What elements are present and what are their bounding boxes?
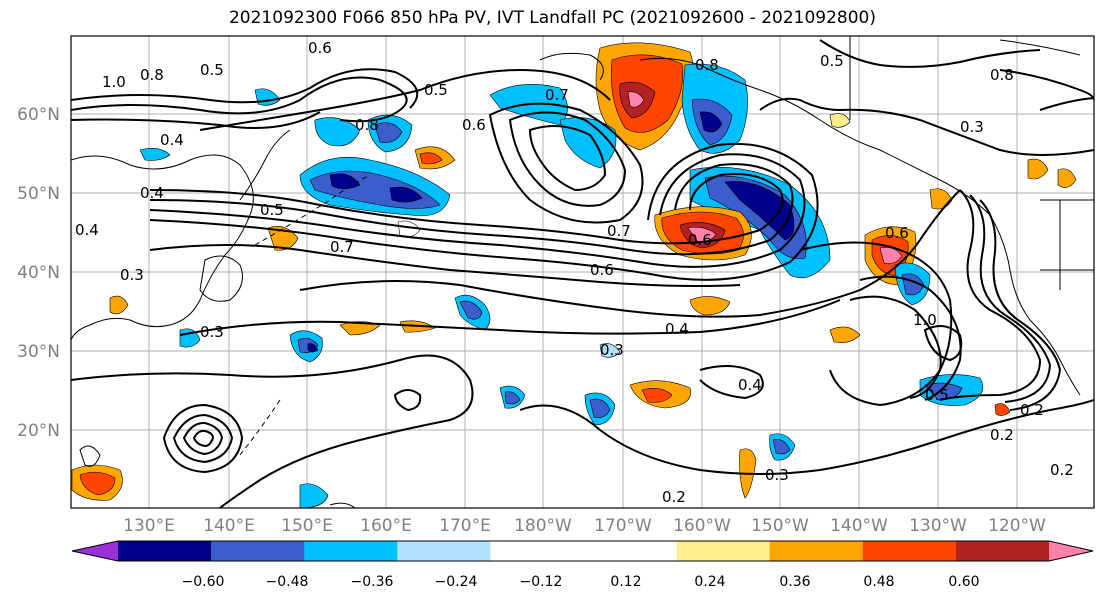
gridlines xyxy=(71,36,1094,508)
lon-label: 120°W xyxy=(988,516,1046,536)
map-plot-area: 0.6 0.8 0.5 0.7 1.0 0.4 0.8 0.6 0.5 0.7 … xyxy=(71,36,1094,508)
lon-label: 160°E xyxy=(360,516,412,536)
contour-label: 0.2 xyxy=(990,426,1014,444)
contour-label: 0.5 xyxy=(260,201,284,219)
contour-label: 0.4 xyxy=(75,221,99,239)
colorbar-segment xyxy=(955,541,1050,561)
lon-label: 150°E xyxy=(281,516,333,536)
contour-label: 0.5 xyxy=(200,61,224,79)
colorbar-tick-labels: −0.60 −0.48 −0.36 −0.24 −0.12 0.12 0.24 … xyxy=(182,574,980,590)
contour-label: 0.2 xyxy=(1020,401,1044,419)
contour-label: 0.5 xyxy=(424,81,448,99)
lat-label: 50°N xyxy=(17,184,60,204)
contour-label: 0.7 xyxy=(330,238,354,256)
colorbar-segment xyxy=(676,541,771,561)
colorbar-tick: −0.12 xyxy=(520,574,563,590)
lon-label: 180°W xyxy=(514,516,572,536)
colorbar-segment xyxy=(862,541,957,561)
lon-label: 140°E xyxy=(203,516,255,536)
latitude-labels: 60°N 50°N 40°N 30°N 20°N xyxy=(17,105,60,441)
contour-label: 0.8 xyxy=(695,56,719,74)
colorbar-segment xyxy=(118,541,212,561)
contour-label: 0.3 xyxy=(765,466,789,484)
contour-label: 0.3 xyxy=(120,266,144,284)
contour-label: 1.0 xyxy=(102,73,126,91)
colorbar-extend-min xyxy=(72,541,118,561)
colorbar-tick: −0.24 xyxy=(435,574,478,590)
contour-label: 0.8 xyxy=(355,116,379,134)
contour-label: 0.5 xyxy=(925,386,949,404)
contour-label: 0.3 xyxy=(200,323,224,341)
lat-label: 60°N xyxy=(17,105,60,125)
longitude-labels: 130°E 140°E 150°E 160°E 170°E 180°W 170°… xyxy=(123,516,1046,536)
dashed-contours xyxy=(239,174,371,456)
colorbar-segment xyxy=(490,541,584,561)
contour-label: 0.6 xyxy=(688,231,712,249)
contour-label: 0.3 xyxy=(960,118,984,136)
colorbar-extend-max xyxy=(1049,541,1093,561)
lon-label: 130°W xyxy=(909,516,967,536)
contour-label: 0.3 xyxy=(600,341,624,359)
lon-label: 140°W xyxy=(830,516,888,536)
colorbar-segment xyxy=(397,541,491,561)
lat-label: 30°N xyxy=(17,342,60,362)
colorbar-tick: 0.48 xyxy=(863,574,894,590)
lat-label: 40°N xyxy=(17,263,60,283)
map-title: 2021092300 F066 850 hPa PV, IVT Landfall… xyxy=(228,8,876,28)
contour-label: 0.6 xyxy=(590,261,614,279)
contour-label: 0.6 xyxy=(308,39,332,57)
contour-label: 0.8 xyxy=(140,66,164,84)
contour-label: 0.7 xyxy=(545,86,569,104)
colorbar-segment xyxy=(211,541,305,561)
colorbar-tick: −0.60 xyxy=(182,574,225,590)
contour-labels: 0.6 0.8 0.5 0.7 1.0 0.4 0.8 0.6 0.5 0.7 … xyxy=(75,39,1074,506)
contour-label: 0.4 xyxy=(140,184,164,202)
colorbar-segment xyxy=(304,541,398,561)
contour-label: 0.6 xyxy=(885,224,909,242)
lon-label: 170°E xyxy=(439,516,491,536)
colorbar-outline xyxy=(71,540,1094,562)
contour-label: 0.2 xyxy=(1050,461,1074,479)
contour-label: 0.7 xyxy=(607,222,631,240)
contour-label: 1.0 xyxy=(913,311,937,329)
contour-label: 0.8 xyxy=(990,66,1014,84)
colorbar-segment xyxy=(583,541,678,561)
contour-label: 0.5 xyxy=(820,52,844,70)
coastlines xyxy=(71,36,1094,508)
contour-label: 0.4 xyxy=(738,376,762,394)
lon-label: 170°W xyxy=(594,516,652,536)
contour-label: 0.6 xyxy=(462,116,486,134)
contour-label: 0.4 xyxy=(160,131,184,149)
colorbar-tick: 0.12 xyxy=(610,574,641,590)
contour-label: 0.2 xyxy=(662,488,686,506)
lon-label: 130°E xyxy=(123,516,175,536)
lon-label: 150°W xyxy=(751,516,809,536)
colorbar-tick: −0.36 xyxy=(351,574,394,590)
contour-label: 0.4 xyxy=(665,320,689,338)
colorbar-tick: 0.60 xyxy=(948,574,979,590)
map-frame xyxy=(70,35,1095,509)
colorbar-tick: −0.48 xyxy=(266,574,309,590)
colorbar-tick: 0.36 xyxy=(779,574,810,590)
colorbar-segment xyxy=(769,541,864,561)
colorbar xyxy=(71,540,1094,562)
lon-label: 160°W xyxy=(673,516,731,536)
pv-filled-anomalies xyxy=(71,42,1077,508)
colorbar-tick: 0.24 xyxy=(694,574,725,590)
lat-label: 20°N xyxy=(17,421,60,441)
ivt-contours xyxy=(71,39,1094,508)
